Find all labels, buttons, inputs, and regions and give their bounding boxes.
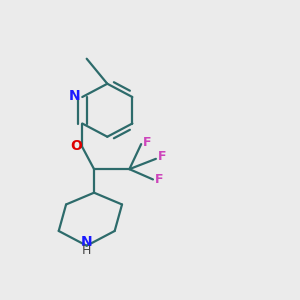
Text: F: F — [154, 173, 163, 186]
Text: F: F — [143, 136, 151, 148]
Text: F: F — [158, 150, 166, 163]
Text: N: N — [81, 235, 92, 249]
Text: N: N — [69, 88, 81, 103]
Text: H: H — [82, 244, 92, 257]
Text: O: O — [70, 139, 82, 153]
